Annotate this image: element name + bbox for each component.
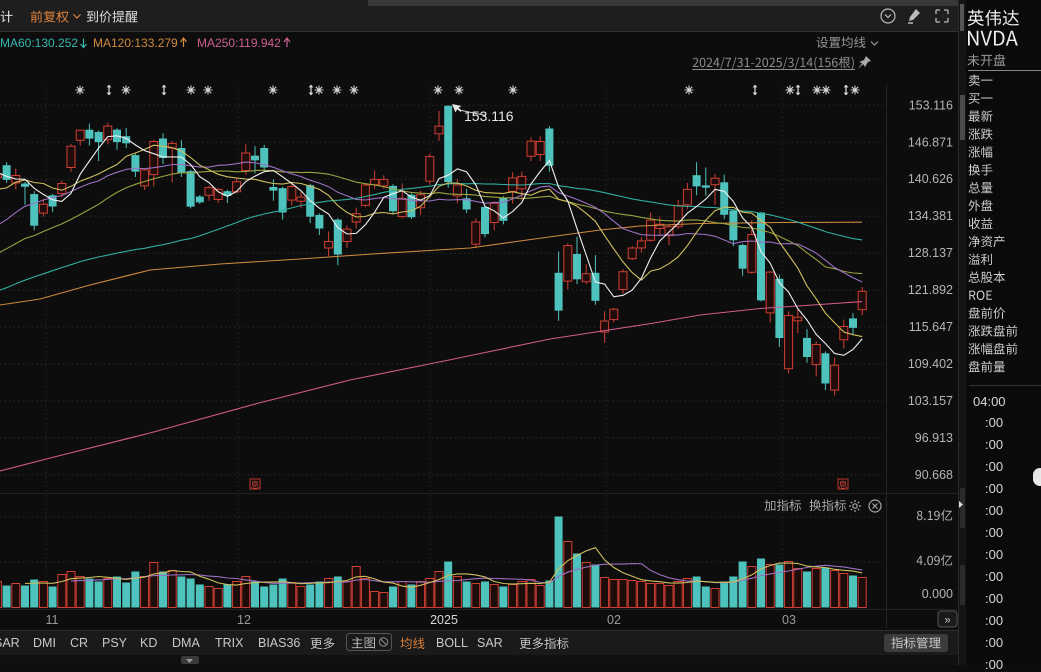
- svg-text:02: 02: [607, 613, 621, 627]
- svg-text:115.647: 115.647: [909, 320, 953, 334]
- svg-text:140.626: 140.626: [908, 172, 953, 186]
- svg-text:90.668: 90.668: [915, 468, 953, 482]
- svg-text:103.157: 103.157: [908, 394, 953, 408]
- svg-text:96.913: 96.913: [915, 431, 953, 445]
- svg-text:2025: 2025: [430, 613, 458, 627]
- svg-text:11: 11: [46, 613, 59, 627]
- svg-text:109.402: 109.402: [908, 357, 953, 371]
- svg-text:12: 12: [237, 613, 251, 627]
- svg-text:153.116: 153.116: [464, 108, 514, 124]
- svg-text:153.116: 153.116: [909, 98, 953, 112]
- svg-text:134.381: 134.381: [908, 209, 953, 223]
- svg-text:»: »: [944, 615, 950, 627]
- svg-text:146.871: 146.871: [908, 135, 953, 149]
- svg-text:128.137: 128.137: [908, 246, 953, 260]
- svg-text:0.000: 0.000: [922, 587, 953, 601]
- svg-text:121.892: 121.892: [908, 283, 953, 297]
- svg-text:03: 03: [782, 613, 796, 627]
